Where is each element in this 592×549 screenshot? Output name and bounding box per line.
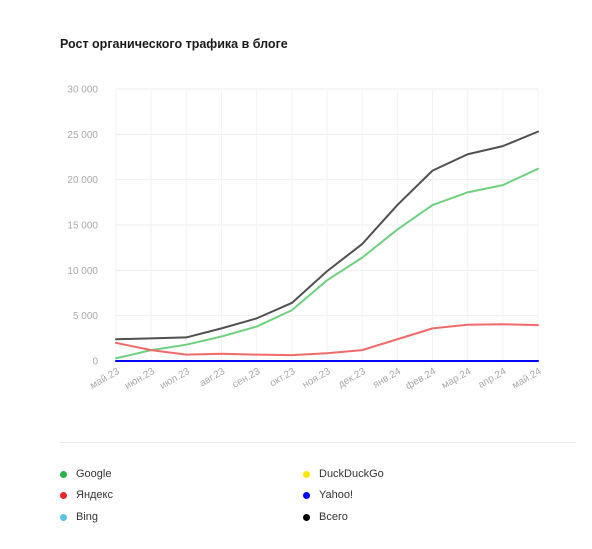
legend-dot-google	[60, 470, 67, 478]
y-tick-label: 30 000	[67, 85, 98, 96]
y-axis-tick-labels: 0 5 000 10 000 15 000 20 000 25 000 30 000	[67, 85, 98, 368]
series-line-google	[115, 167, 539, 360]
y-tick-label: 0	[92, 357, 98, 368]
legend-dot-total	[303, 513, 310, 521]
legend-item-bing[interactable]: Bing	[60, 511, 98, 523]
series-line-всего	[115, 130, 539, 341]
chart-legend: Google Яндекс Bing DuckDuckGo Yahoo! Все…	[60, 468, 576, 528]
x-tick-label: июн.23	[123, 366, 157, 392]
x-tick-label: дек.23	[336, 366, 368, 391]
y-tick-label: 5 000	[73, 311, 98, 322]
line-chart: 0 5 000 10 000 15 000 20 000 25 000 30 000 май…	[67, 85, 544, 393]
x-tick-label: май.24	[510, 366, 544, 392]
legend-dot-bing	[60, 513, 67, 521]
legend-label-bing: Bing	[76, 511, 99, 523]
legend-label-duckduckgo: DuckDuckGo	[319, 468, 384, 480]
legend-label-yahoo: Yahoo!	[319, 489, 354, 501]
x-axis-tick-labels: май.23 июн.23 июл.23 авг.23 сен.23 окт.23 ноя.…	[88, 365, 544, 392]
chart-title: Рост органического трафика в блоге	[60, 37, 288, 51]
y-tick-label: 25 000	[67, 130, 98, 141]
legend-item-yandex[interactable]: Яндекс	[60, 489, 113, 501]
x-tick-label: сен.23	[231, 366, 263, 391]
x-tick-label: мар.24	[440, 366, 474, 392]
x-tick-label: авг.23	[198, 366, 227, 389]
legend-item-duckduckgo[interactable]: DuckDuckGo	[303, 468, 384, 480]
x-tick-label: фев.24	[403, 365, 438, 392]
chart-grid	[115, 88, 539, 362]
legend-label-total: Всего	[319, 511, 348, 523]
y-tick-label: 10 000	[67, 266, 98, 277]
series-line-яндекс	[115, 323, 539, 357]
legend-label-google: Google	[76, 468, 112, 480]
legend-dot-yandex	[60, 491, 67, 499]
legend-dot-duckduckgo	[303, 470, 310, 478]
series-lines	[115, 130, 539, 362]
y-tick-label: 20 000	[67, 175, 98, 186]
x-tick-label: май.23	[88, 366, 122, 392]
legend-item-yahoo[interactable]: Yahoo!	[303, 489, 353, 501]
x-tick-label: июл.23	[158, 366, 192, 392]
y-tick-label: 15 000	[67, 221, 98, 232]
legend-item-google[interactable]: Google	[60, 468, 111, 480]
x-tick-label: окт.23	[268, 366, 298, 389]
x-tick-label: янв.24	[371, 366, 403, 391]
x-tick-label: апр.24	[476, 366, 508, 391]
legend-divider	[60, 442, 576, 443]
legend-dot-yahoo	[303, 491, 310, 499]
legend-label-yandex: Яндекс	[76, 489, 113, 501]
legend-item-total[interactable]: Всего	[303, 511, 348, 523]
x-tick-label: ноя.23	[301, 366, 333, 391]
